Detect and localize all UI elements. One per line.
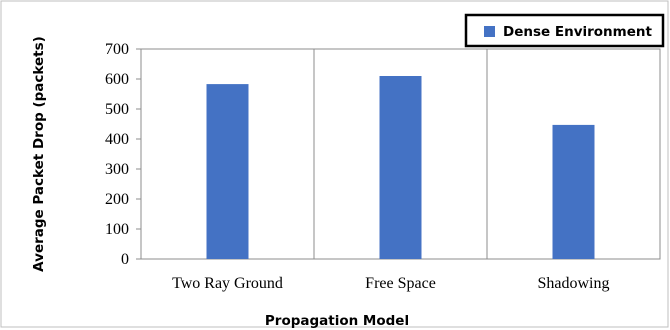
y-tick-label: 0 [121, 251, 129, 268]
y-tick-label: 300 [105, 161, 129, 178]
y-tick-label: 500 [105, 101, 129, 118]
bar [552, 124, 595, 260]
x-axis-title: Propagation Model [265, 313, 409, 329]
x-tick-label: Two Ray Ground [172, 275, 283, 292]
y-axis-ticks: 0 100 200 300 400 500 600 700 [105, 41, 141, 268]
y-tick-label: 100 [105, 221, 129, 238]
legend-box [464, 13, 665, 48]
y-tick-label: 200 [105, 191, 129, 208]
y-axis-title: Average Packet Drop (packets) [31, 36, 47, 272]
y-tick-label: 400 [105, 131, 129, 148]
x-tick-label: Shadowing [538, 275, 610, 292]
legend: Dense Environment [464, 13, 665, 48]
bar-series [206, 76, 595, 260]
legend-swatch [484, 26, 495, 37]
x-tick-label: Free Space [365, 275, 436, 292]
y-tick-label: 600 [105, 71, 129, 88]
bar [379, 76, 422, 259]
legend-label: Dense Environment [503, 24, 653, 40]
bar [206, 84, 249, 259]
x-axis-ticks: Two Ray Ground Free Space Shadowing [172, 275, 609, 292]
y-tick-label: 700 [105, 41, 129, 58]
